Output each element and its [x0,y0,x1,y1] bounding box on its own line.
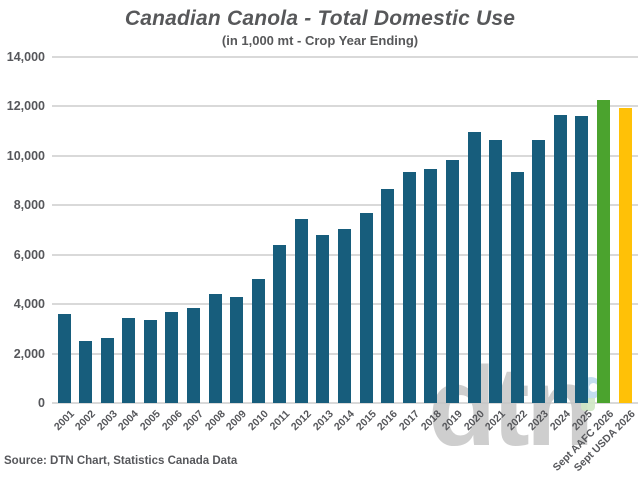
y-tick-label-2000: 2,000 [13,346,45,361]
x-tick-label-2003: 2003 [94,408,120,434]
bar-2025 [575,116,589,403]
x-tick-label-2007: 2007 [180,408,206,434]
x-tick-label-2008: 2008 [202,408,228,434]
bar-2011 [273,244,287,403]
x-tick-label-2010: 2010 [245,408,271,434]
y-tick-label-12000: 12,000 [6,99,45,114]
bar-Sept USDA 2026 [618,107,632,403]
y-tick-label-14000: 14,000 [6,50,45,64]
bar-2004 [122,317,136,403]
x-tick-label-2001: 2001 [51,408,77,434]
bar-2024 [553,115,567,403]
bar-2014 [338,228,352,403]
x-tick-label-2006: 2006 [159,408,185,434]
y-tick-label-6000: 6,000 [13,247,45,262]
bar-2015 [359,212,373,403]
bar-2002 [79,341,93,403]
gridline-8000 [52,204,638,207]
bar-2003 [100,337,114,403]
y-tick-label-0: 0 [38,396,45,410]
bar-2021 [489,139,503,403]
bar-2001 [57,314,71,403]
gridline-12000 [52,105,638,108]
bar-2007 [186,307,200,403]
bar-2013 [316,234,330,403]
bar-Sept AAFC 2026 [597,100,610,403]
bar-2008 [208,294,222,403]
bar-2019 [445,159,459,403]
y-tick-label-8000: 8,000 [13,198,45,213]
x-tick-label-2005: 2005 [137,408,163,434]
gridline-0 [52,402,638,404]
bar-2018 [424,169,438,403]
y-tick-label-10000: 10,000 [6,148,45,163]
bar-2017 [402,171,416,403]
x-tick-label-2014: 2014 [332,408,358,434]
bar-2023 [532,139,546,403]
x-tick-label-2011: 2011 [267,408,293,433]
x-tick-label-2016: 2016 [375,408,401,434]
bar-2010 [251,279,265,403]
x-tick-label-2013: 2013 [310,408,336,434]
bar-2012 [294,218,308,403]
bar-2006 [165,311,179,403]
x-tick-label-2017: 2017 [396,408,422,434]
chart-title: Canadian Canola - Total Domestic Use [124,7,516,30]
x-tick-label-2012: 2012 [288,408,314,434]
bar-2005 [143,320,157,403]
x-tick-label-2009: 2009 [224,408,250,434]
chart-subtitle: (in 1,000 mt - Crop Year Ending) [221,33,419,48]
bar-2009 [230,296,244,403]
bar-2022 [510,171,524,403]
source-note: Source: DTN Chart, Statistics Canada Dat… [4,455,238,467]
bar-2016 [381,189,395,403]
x-tick-label-2015: 2015 [353,408,379,434]
y-tick-label-4000: 4,000 [13,297,45,312]
gridline-14000 [52,56,638,58]
x-tick-label-2002: 2002 [73,408,99,434]
gridline-10000 [52,154,638,157]
bar-2020 [467,132,481,403]
x-tick-label-2004: 2004 [116,408,142,434]
